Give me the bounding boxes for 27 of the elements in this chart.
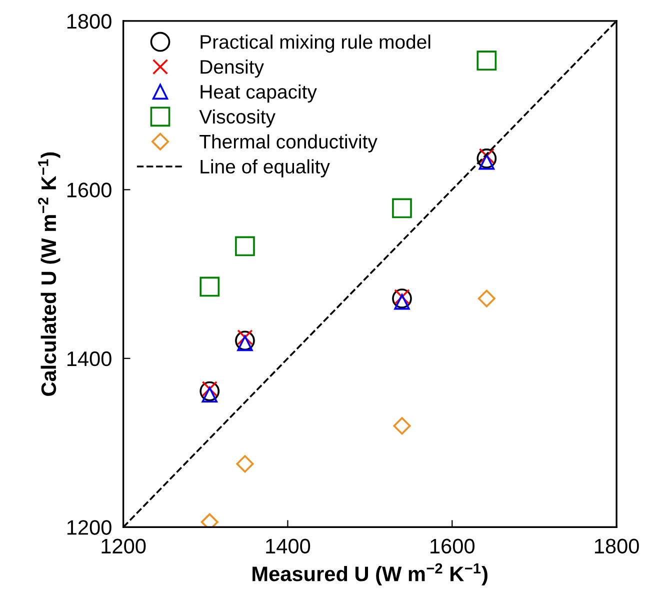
point [393,417,411,435]
legend-label: Line of equality [200,159,330,178]
point [235,330,255,351]
x-tick-label: 1800 [594,538,639,554]
x-tick-label: 1600 [430,538,474,554]
legend-label: Thermal conductivity [200,134,378,152]
legend-label: Heat capacity [200,84,317,103]
point [200,381,220,402]
legend-label: Viscosity [199,109,276,128]
point [476,148,497,168]
x-tick-label: 1400 [266,538,310,554]
y-tick-label: 1600 [67,182,112,198]
point [235,236,255,256]
point [200,276,220,297]
y-tick-label: 1200 [67,520,112,535]
x-tick-label: 1200 [102,538,146,554]
point [236,455,254,473]
point [392,198,412,218]
point [392,288,412,308]
legend-label: Practical mixing rule model [200,34,430,53]
y-axis-title: Calculated U (W m$^{−2}$ K$^{−1}$) [38,152,60,396]
y-tick-label: 1800 [67,14,112,29]
x-axis-title: Measured U (W m$^{−2}$ K$^{−1}$) [252,563,488,586]
point [478,290,496,308]
y-tick-label: 1400 [67,351,112,366]
legend-label: Density [200,60,264,78]
point [476,50,497,71]
